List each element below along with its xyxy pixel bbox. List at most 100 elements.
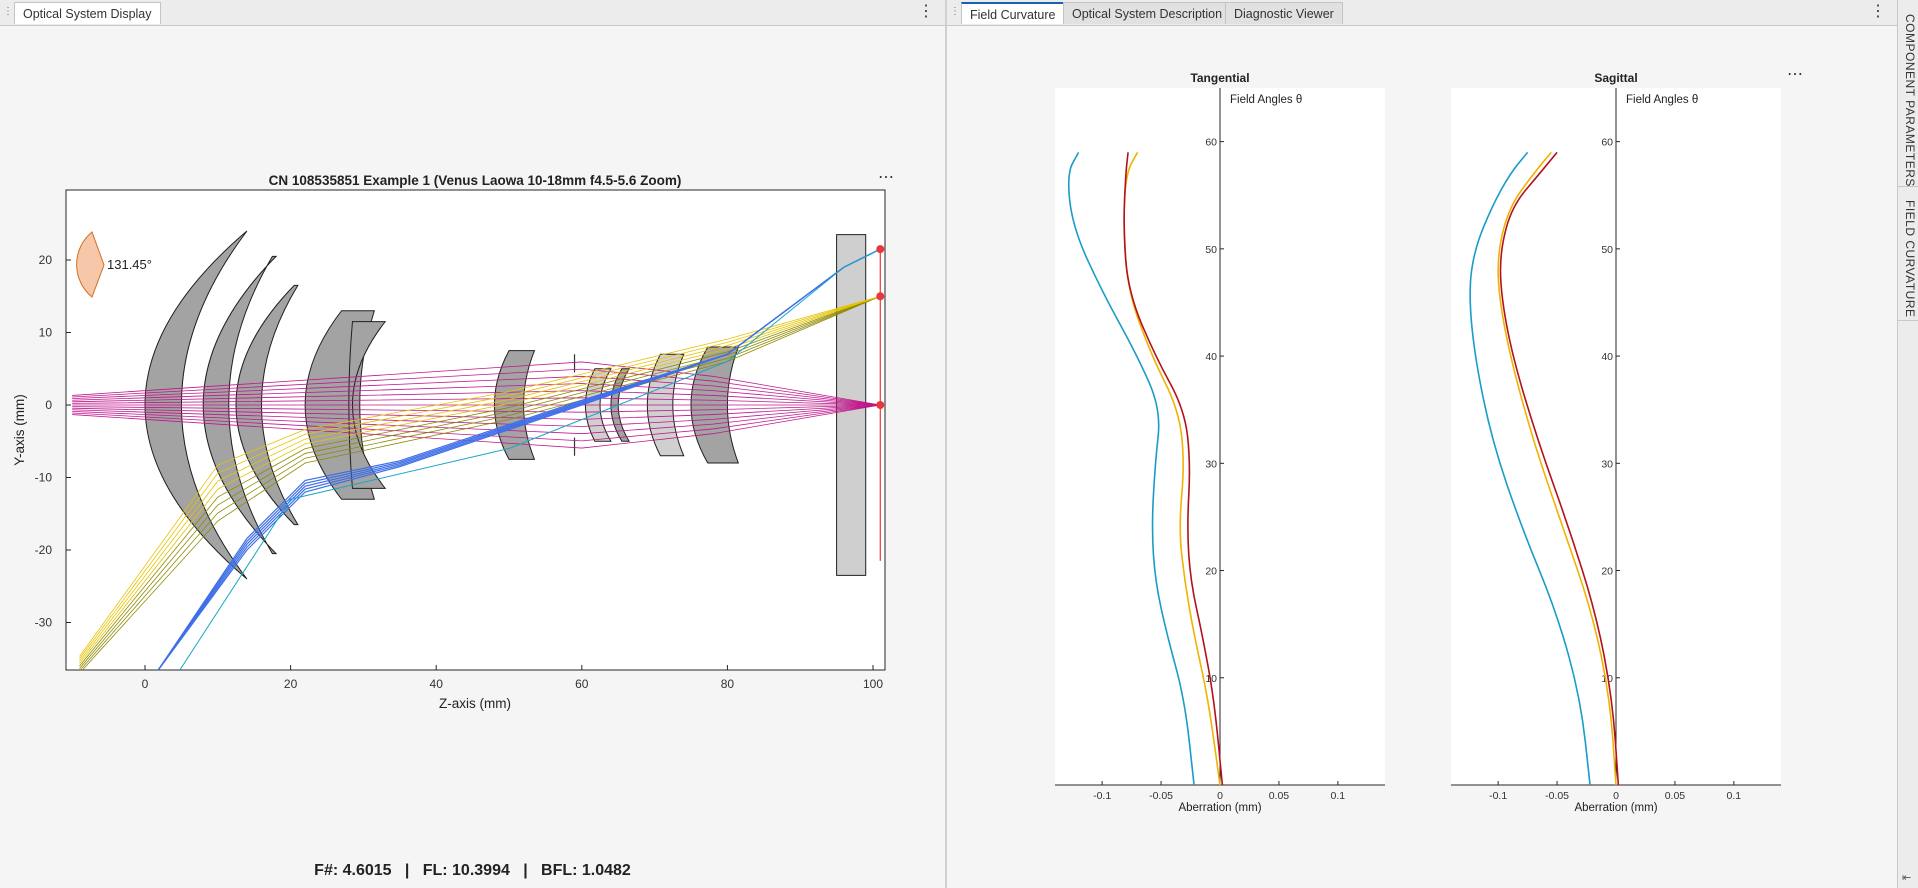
tab-label: Optical System Display: [23, 7, 152, 21]
field-curvature-curve: [1499, 151, 1620, 786]
plot-area: [65, 189, 886, 671]
y-tick-label: -30: [35, 616, 53, 630]
sidebar-item-label: COMPONENT PARAMETERS: [1903, 14, 1917, 187]
collapse-icon[interactable]: ⇤: [1902, 872, 1912, 884]
sidebar-divider: [1898, 186, 1918, 187]
ray-path-edge: [179, 248, 881, 670]
clipped-content: [72, 230, 885, 670]
analysis-panel: ⋮ Field Curvature✕ Optical System Descri…: [947, 0, 1897, 888]
x-tick-label: 0.1: [1331, 790, 1346, 802]
plot-title: Tangential: [1190, 71, 1249, 85]
ray-path-field: [81, 295, 881, 670]
x-tick-label: 0.05: [1269, 790, 1290, 802]
sidebar-item-field-curvature[interactable]: FIELD CURVATURE: [1899, 200, 1917, 318]
sidebar-item-label: FIELD CURVATURE: [1903, 200, 1917, 318]
panel-splitter[interactable]: [945, 0, 947, 888]
x-tick-label: 0.05: [1665, 790, 1686, 802]
y-tick-label: 20: [39, 253, 53, 267]
x-axis-label: Z-axis (mm): [439, 696, 511, 711]
y-tick-label: 40: [1601, 351, 1613, 363]
sidebar-item-component-parameters[interactable]: COMPONENT PARAMETERS: [1899, 14, 1917, 187]
left-tab-bar: ⋮ Optical System Display ⋮: [0, 0, 945, 26]
y-tick-label: 10: [39, 326, 53, 340]
y-tick-label: 30: [1205, 458, 1217, 470]
tab-optical-system-description[interactable]: Optical System Description: [1063, 2, 1232, 24]
x-tick-label: 60: [575, 677, 589, 691]
ray-path-onaxis: [72, 404, 881, 413]
field-curvature-plots: Tangential -0.1 -0.05 0 0.05 0.1 60 50 40 30 20 10 F…: [1055, 66, 1803, 814]
optical-layout-plot: CN 108535851 Example 1 (Venus Laowa 10-1…: [12, 169, 894, 711]
ray-path-field: [79, 295, 881, 670]
x-tick-label: 80: [721, 677, 735, 691]
x-tick-label: 0: [142, 677, 149, 691]
plot-kebab-icon[interactable]: ⋯: [1787, 66, 1803, 83]
y-axis-label: Field Angles θ: [1230, 94, 1302, 106]
y-tick-label: 60: [1601, 137, 1613, 149]
drag-handle-icon[interactable]: ⋮: [950, 6, 960, 17]
x-axis-label: Aberration (mm): [1178, 802, 1261, 814]
ray-path-field: [79, 295, 881, 667]
field-curvature-curve: [1469, 151, 1591, 786]
plot-kebab-icon[interactable]: ⋯: [878, 169, 894, 186]
plot-title: Sagittal: [1594, 71, 1637, 85]
ray-path-onaxis: [72, 397, 881, 406]
field-curvature-group: Tangential -0.1 -0.05 0 0.05 0.1 60 50 40 30 20 10 F…: [1055, 71, 1781, 814]
kebab-icon[interactable]: ⋮: [918, 3, 934, 20]
ray-path-onaxis: [72, 404, 881, 442]
y-axis-label: Y-axis (mm): [12, 394, 27, 466]
x-tick-label: 40: [430, 677, 444, 691]
field-curvature-curve: [1067, 151, 1195, 786]
tab-label: Field Curvature: [970, 8, 1056, 22]
tab-optical-system-display[interactable]: Optical System Display: [14, 2, 161, 24]
x-tick-label: -0.1: [1489, 790, 1507, 802]
lens-element: [144, 230, 248, 580]
ray-path-onaxis: [72, 404, 881, 427]
y-axis-label: Field Angles θ: [1626, 94, 1698, 106]
optical-system-display-panel: ⋮ Optical System Display ⋮ CN 108535851 …: [0, 0, 945, 888]
right-tab-bar: ⋮ Field Curvature✕ Optical System Descri…: [947, 0, 1897, 26]
tab-label: Diagnostic Viewer: [1234, 7, 1334, 21]
plot-title: CN 108535851 Example 1 (Venus Laowa 10-1…: [269, 173, 682, 188]
kebab-icon[interactable]: ⋮: [1870, 3, 1886, 20]
ray-path-field: [79, 295, 881, 664]
y-tick-label: 10: [1601, 673, 1613, 685]
field-angle-label: 131.45°: [107, 257, 152, 272]
optical-elements-group: [72, 230, 885, 670]
y-tick-label: 50: [1205, 244, 1217, 256]
field-curvature-curve: [1123, 152, 1224, 786]
sidebar-divider: [1898, 320, 1918, 321]
x-tick-label: 0: [1613, 790, 1619, 802]
y-tick-label: 50: [1601, 244, 1613, 256]
image-point-marker: [876, 245, 885, 254]
y-tick-label: 30: [1601, 458, 1613, 470]
ray-path-marginal: [157, 248, 881, 670]
right-sidebar: COMPONENT PARAMETERS FIELD CURVATURE ⇤: [1897, 0, 1918, 888]
image-point-marker: [876, 292, 885, 301]
y-tick-label: 10: [1205, 673, 1217, 685]
ray-path-onaxis: [72, 361, 881, 406]
x-axis-label: Aberration (mm): [1574, 802, 1657, 814]
y-tick-label: 40: [1205, 351, 1217, 363]
ray-path-onaxis: [72, 368, 881, 406]
ray-path-onaxis: [72, 375, 881, 406]
x-tick-label: 0.1: [1727, 790, 1742, 802]
drag-handle-icon[interactable]: ⋮: [3, 6, 13, 17]
ray-path-field: [79, 295, 881, 662]
system-status-readout: F#: 4.6015 | FL: 10.3994 | BFL: 1.0482: [314, 862, 631, 879]
image-point-marker: [876, 401, 885, 409]
y-tick-label: 20: [1601, 566, 1613, 578]
x-tick-label: 20: [284, 677, 298, 691]
ray-path-onaxis: [72, 390, 881, 406]
y-tick-label: -20: [35, 543, 53, 557]
y-tick-label: -10: [35, 471, 53, 485]
tab-label: Optical System Description: [1072, 7, 1223, 21]
y-tick-label: 60: [1205, 137, 1217, 149]
x-tick-label: -0.05: [1545, 790, 1569, 802]
x-tick-label: 100: [863, 677, 883, 691]
tab-diagnostic-viewer[interactable]: Diagnostic Viewer: [1225, 2, 1343, 24]
x-tick-label: 0: [1217, 790, 1223, 802]
ray-path-field: [79, 295, 881, 657]
ray-path-onaxis: [72, 404, 881, 435]
field-angle-icon: [76, 231, 105, 298]
